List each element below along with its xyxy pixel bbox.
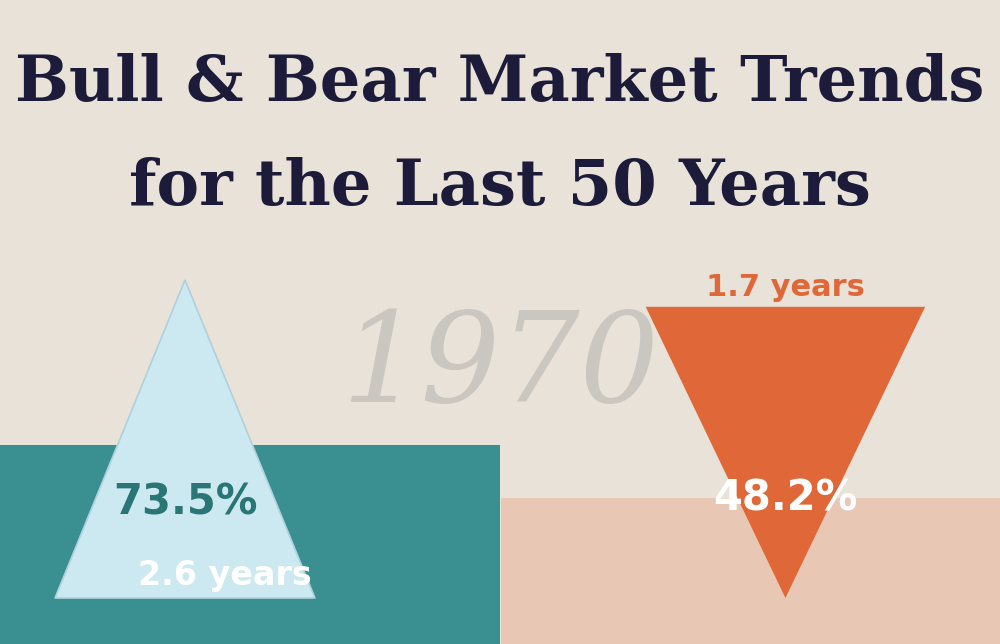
Text: 1.7 years: 1.7 years	[706, 273, 865, 302]
Text: 48.2%: 48.2%	[713, 477, 858, 520]
Bar	[501, 498, 1000, 644]
Bar	[0, 445, 500, 644]
Text: 1970: 1970	[341, 307, 659, 429]
Text: 73.5%: 73.5%	[113, 481, 257, 523]
Text: for the Last 50 Years: for the Last 50 Years	[129, 157, 871, 218]
Polygon shape	[646, 307, 925, 598]
Text: 2.6 years: 2.6 years	[138, 558, 312, 592]
Text: Bull & Bear Market Trends: Bull & Bear Market Trends	[15, 53, 985, 114]
Polygon shape	[55, 280, 315, 598]
